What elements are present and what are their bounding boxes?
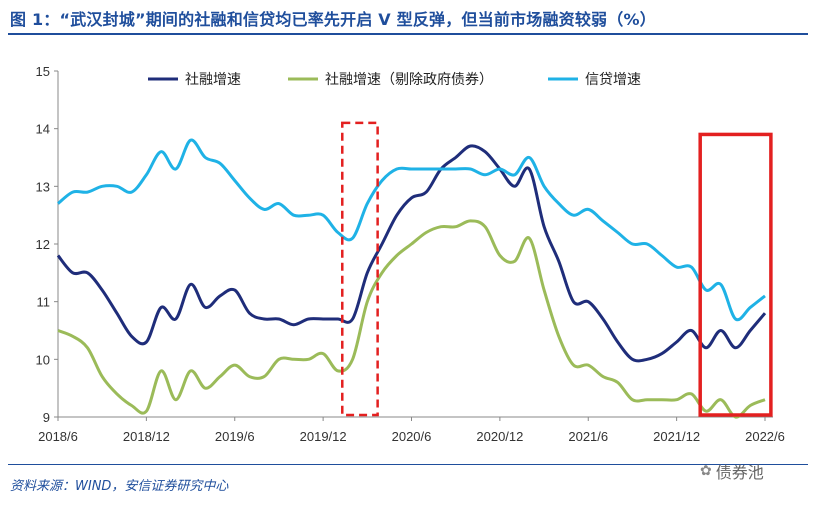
- wechat-icon: ✿: [700, 463, 712, 479]
- series-social-financing: [56, 144, 767, 363]
- series-credit: [57, 138, 766, 322]
- x-tick-label: 2019/12: [300, 429, 347, 444]
- x-tick-label: 2019/6: [215, 429, 255, 444]
- y-tick-label: 15: [36, 64, 50, 79]
- footer-divider: [8, 464, 808, 465]
- y-tick-label: 12: [36, 237, 50, 252]
- title-divider: [8, 33, 808, 35]
- legend: 社融增速 社融增速（剔除政府债券） 信贷增速: [148, 72, 641, 88]
- series-social-financing-ex-gov: [57, 219, 766, 419]
- series-lines: [56, 138, 767, 419]
- source-note: 资料来源：WIND，安信证券研究中心: [10, 479, 229, 494]
- legend-label: 社融增速: [185, 72, 241, 88]
- y-tick-label: 13: [36, 179, 50, 194]
- y-tick-label: 11: [37, 295, 51, 310]
- chart-title: 图 1：“武汉封城”期间的社融和信贷均已率先开启 V 型反弹，但当前市场融资较弱…: [10, 10, 656, 29]
- x-tick-label: 2018/6: [38, 429, 78, 444]
- y-tick-label: 14: [36, 122, 50, 137]
- legend-label: 社融增速（剔除政府债券）: [325, 72, 493, 88]
- x-tick-label: 2022/6: [745, 429, 785, 444]
- x-tick-label: 2018/12: [123, 429, 170, 444]
- recent-highlight-box: [698, 132, 773, 417]
- watermark-text: 债券池: [715, 463, 764, 482]
- axes: 9 10 11 12 13 14 15 2018/6 2018/12 2019/6 2019/12 2…: [36, 64, 785, 444]
- x-tick-label: 2020/12: [476, 429, 523, 444]
- y-tick-label: 10: [36, 352, 50, 367]
- lockdown-highlight-box: [341, 121, 379, 417]
- watermark: ✿ 债券池: [700, 459, 764, 483]
- highlight-boxes: [341, 121, 773, 417]
- y-tick-label: 9: [43, 410, 50, 425]
- legend-label: 信贷增速: [585, 72, 641, 88]
- x-tick-label: 2020/6: [392, 429, 432, 444]
- x-tick-label: 2021/6: [568, 429, 608, 444]
- x-tick-label: 2021/12: [653, 429, 700, 444]
